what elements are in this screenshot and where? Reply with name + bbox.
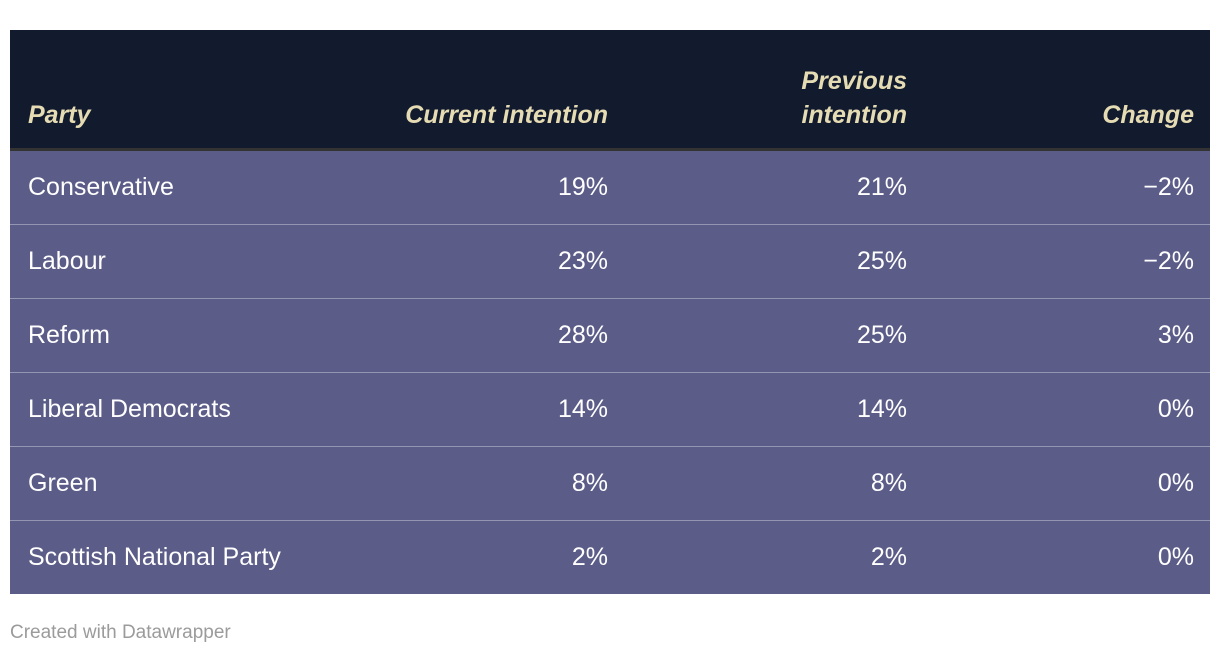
current-intention-cell: 23% (340, 224, 624, 299)
table-header: Party Current intention Previous intenti… (10, 30, 1210, 151)
previous-intention-cell: 14% (624, 372, 923, 447)
table-body: Conservative 19% 21% −2% Labour 23% 25% −2% Refo… (10, 149, 1210, 594)
poll-table: Party Current intention Previous intenti… (10, 30, 1210, 594)
change-cell: 0% (923, 446, 1210, 521)
party-cell: Scottish National Party (10, 520, 340, 594)
change-cell: −2% (923, 149, 1210, 225)
previous-intention-cell: 2% (624, 520, 923, 594)
current-intention-cell: 19% (340, 149, 624, 225)
table-row: Labour 23% 25% −2% (10, 224, 1210, 299)
party-cell: Liberal Democrats (10, 372, 340, 447)
table-row: Reform 28% 25% 3% (10, 298, 1210, 373)
table-row: Liberal Democrats 14% 14% 0% (10, 372, 1210, 447)
table-row: Conservative 19% 21% −2% (10, 149, 1210, 225)
chart-container: Party Current intention Previous intenti… (10, 30, 1210, 594)
table-row: Scottish National Party 2% 2% 0% (10, 520, 1210, 594)
current-intention-cell: 2% (340, 520, 624, 594)
previous-intention-cell: 25% (624, 224, 923, 299)
previous-intention-cell: 8% (624, 446, 923, 521)
party-cell: Conservative (10, 149, 340, 225)
party-cell: Labour (10, 224, 340, 299)
change-cell: −2% (923, 224, 1210, 299)
party-cell: Reform (10, 298, 340, 373)
column-header-previous-intention-label: Previous intention (801, 67, 907, 129)
column-header-party: Party (10, 30, 340, 151)
previous-intention-cell: 21% (624, 149, 923, 225)
current-intention-cell: 28% (340, 298, 624, 373)
column-header-current-intention: Current intention (340, 30, 624, 151)
change-cell: 3% (923, 298, 1210, 373)
column-header-previous-intention: Previous intention (624, 30, 923, 151)
current-intention-cell: 14% (340, 372, 624, 447)
party-cell: Green (10, 446, 340, 521)
current-intention-cell: 8% (340, 446, 624, 521)
header-row: Party Current intention Previous intenti… (10, 30, 1210, 151)
previous-intention-cell: 25% (624, 298, 923, 373)
datawrapper-credit-link[interactable]: Created with Datawrapper (10, 622, 231, 643)
change-cell: 0% (923, 520, 1210, 594)
table-row: Green 8% 8% 0% (10, 446, 1210, 521)
column-header-change: Change (923, 30, 1210, 151)
change-cell: 0% (923, 372, 1210, 447)
